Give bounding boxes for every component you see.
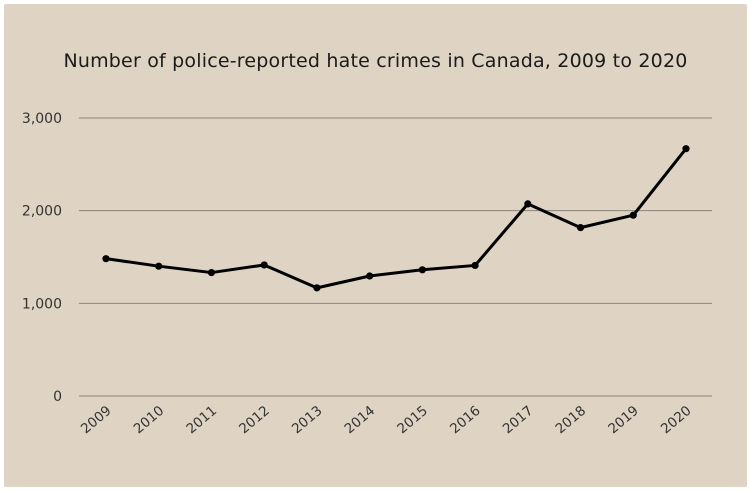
x-tick-label: 2016 <box>447 403 484 437</box>
chart-card <box>4 4 747 487</box>
data-point <box>313 284 321 292</box>
x-tick-label: 2020 <box>658 403 695 437</box>
data-point <box>418 266 426 274</box>
series-line <box>104 147 688 290</box>
y-tick-label: 3,000 <box>22 111 62 127</box>
data-point <box>102 255 110 263</box>
y-tick-label: 1,000 <box>22 296 62 312</box>
data-point <box>155 262 163 270</box>
data-point <box>471 261 479 270</box>
x-tick-label: 2018 <box>553 403 590 437</box>
data-point <box>366 272 374 280</box>
data-point <box>207 268 216 277</box>
data-point <box>524 200 532 208</box>
data-point <box>260 261 268 269</box>
y-tick-label: 0 <box>53 389 62 405</box>
x-tick-label: 2015 <box>394 403 431 437</box>
x-tick-label: 2011 <box>183 403 220 437</box>
y-tick-label: 2,000 <box>22 204 62 220</box>
x-tick-label: 2017 <box>500 403 537 437</box>
data-point <box>682 145 690 153</box>
x-tick-label: 2013 <box>289 403 326 437</box>
data-point <box>629 211 637 219</box>
x-tick-label: 2009 <box>78 403 115 437</box>
x-tick-label: 2019 <box>605 403 642 437</box>
x-tick-label: 2010 <box>131 403 168 437</box>
x-tick-label: 2012 <box>236 403 273 437</box>
data-point <box>576 224 585 232</box>
x-tick-label: 2014 <box>342 403 379 437</box>
chart-title: Number of police-reported hate crimes in… <box>63 50 688 72</box>
